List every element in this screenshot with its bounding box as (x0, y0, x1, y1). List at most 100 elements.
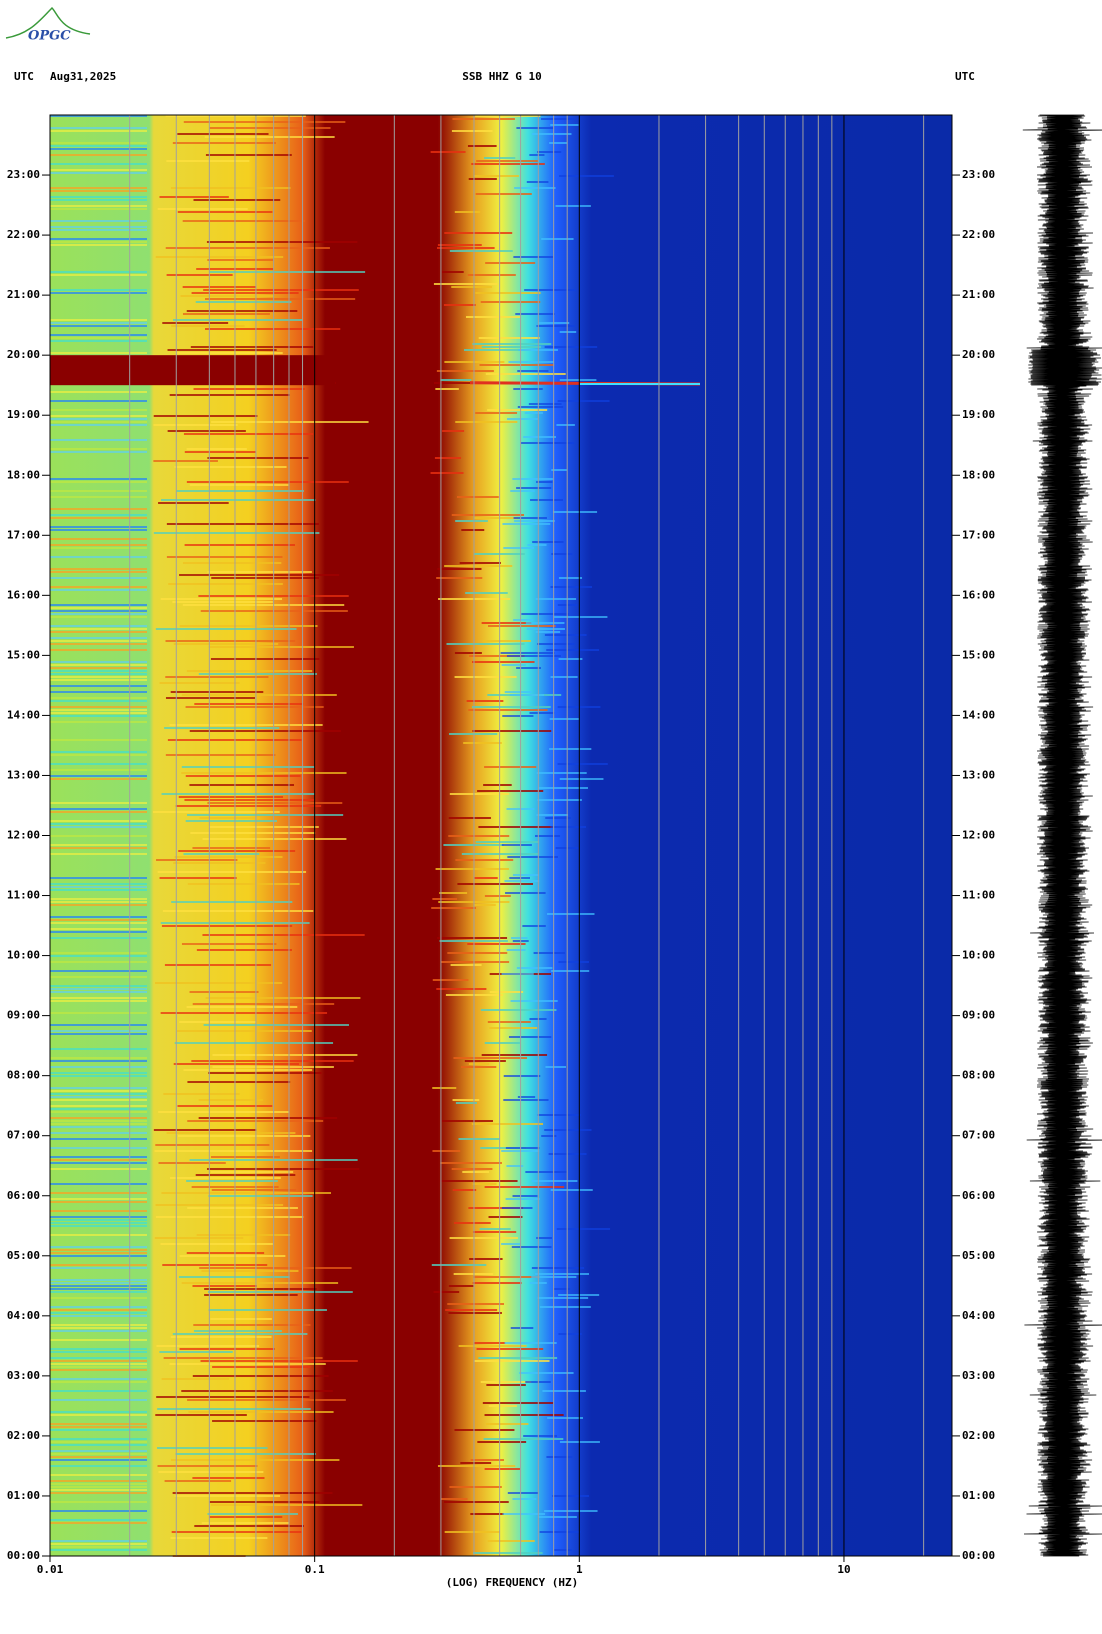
texture (50, 901, 147, 903)
texture (558, 658, 583, 660)
texture (207, 1513, 298, 1515)
texture (449, 793, 509, 795)
texture (173, 319, 303, 321)
texture (192, 1003, 335, 1005)
texture (508, 361, 554, 363)
texture (50, 1459, 147, 1461)
texture (192, 1375, 329, 1377)
texture (50, 1285, 147, 1287)
texture (50, 1225, 147, 1227)
texture (454, 652, 482, 654)
texture (437, 1465, 516, 1467)
texture (445, 1309, 498, 1311)
texture (523, 1435, 558, 1437)
texture (50, 1168, 147, 1170)
texture (50, 1444, 147, 1446)
texture (437, 244, 482, 246)
texture (505, 1198, 540, 1200)
texture (50, 1360, 147, 1362)
texture (209, 127, 331, 129)
texture (501, 1207, 533, 1209)
texture (451, 286, 492, 288)
texture (50, 835, 147, 837)
texture (481, 346, 541, 348)
texture (512, 874, 539, 876)
texture (183, 1069, 313, 1071)
texture (516, 487, 552, 489)
texture (186, 1006, 298, 1008)
texture (50, 1492, 147, 1494)
texture (156, 1396, 310, 1398)
texture (50, 439, 147, 441)
texture (431, 1264, 487, 1266)
y-tick-label: 10:00 (7, 949, 40, 962)
texture (193, 1324, 311, 1326)
texture (50, 988, 147, 990)
texture (550, 676, 578, 678)
texture (453, 1273, 494, 1275)
texture (50, 1246, 147, 1248)
texture (50, 811, 147, 813)
texture (554, 616, 608, 618)
texture (444, 1501, 509, 1503)
texture (158, 1111, 289, 1113)
texture (50, 205, 147, 207)
texture (441, 961, 510, 963)
texture (468, 178, 497, 180)
texture (50, 1111, 147, 1113)
y-tick-label: 17:00 (7, 528, 40, 541)
texture (50, 1357, 147, 1359)
texture (489, 991, 524, 993)
texture (209, 1516, 283, 1518)
texture (432, 898, 458, 900)
texture (512, 1498, 537, 1500)
texture (200, 610, 348, 612)
y-tick-label: 22:00 (7, 228, 40, 241)
y-tick-label: 01:00 (7, 1489, 40, 1502)
texture (526, 181, 549, 183)
texture (210, 1171, 294, 1173)
texture (159, 1351, 233, 1353)
texture (537, 1114, 581, 1116)
texture (50, 571, 147, 573)
texture (202, 934, 365, 936)
texture (479, 1228, 511, 1230)
texture (207, 259, 274, 261)
texture (164, 727, 280, 729)
texture (544, 346, 598, 348)
y-tick-label: 04:00 (962, 1309, 995, 1322)
texture (545, 1066, 566, 1068)
texture (465, 592, 508, 594)
texture (516, 127, 554, 129)
texture (159, 877, 237, 879)
texture (529, 712, 555, 714)
texture (466, 700, 504, 702)
texture (50, 712, 147, 714)
texture (50, 334, 147, 336)
texture (459, 562, 501, 564)
texture (50, 1429, 147, 1431)
texture (177, 211, 273, 213)
texture (50, 1099, 147, 1101)
texture (477, 1441, 527, 1443)
texture (169, 724, 323, 726)
y-tick-label: 16:00 (962, 588, 995, 601)
y-tick-label: 23:00 (7, 168, 40, 181)
texture (50, 1057, 147, 1059)
texture (165, 115, 306, 117)
texture (442, 430, 465, 432)
texture (182, 604, 345, 606)
texture (187, 1081, 291, 1083)
seismogram-trace (1022, 114, 1102, 1557)
y-tick-label: 14:00 (962, 708, 995, 721)
texture (50, 985, 147, 987)
texture (547, 1417, 583, 1419)
texture (154, 1150, 313, 1152)
texture (205, 328, 341, 330)
texture (475, 841, 539, 843)
texture (464, 349, 531, 351)
texture (551, 469, 567, 471)
texture (50, 691, 147, 693)
texture (50, 322, 147, 324)
texture (190, 832, 316, 834)
